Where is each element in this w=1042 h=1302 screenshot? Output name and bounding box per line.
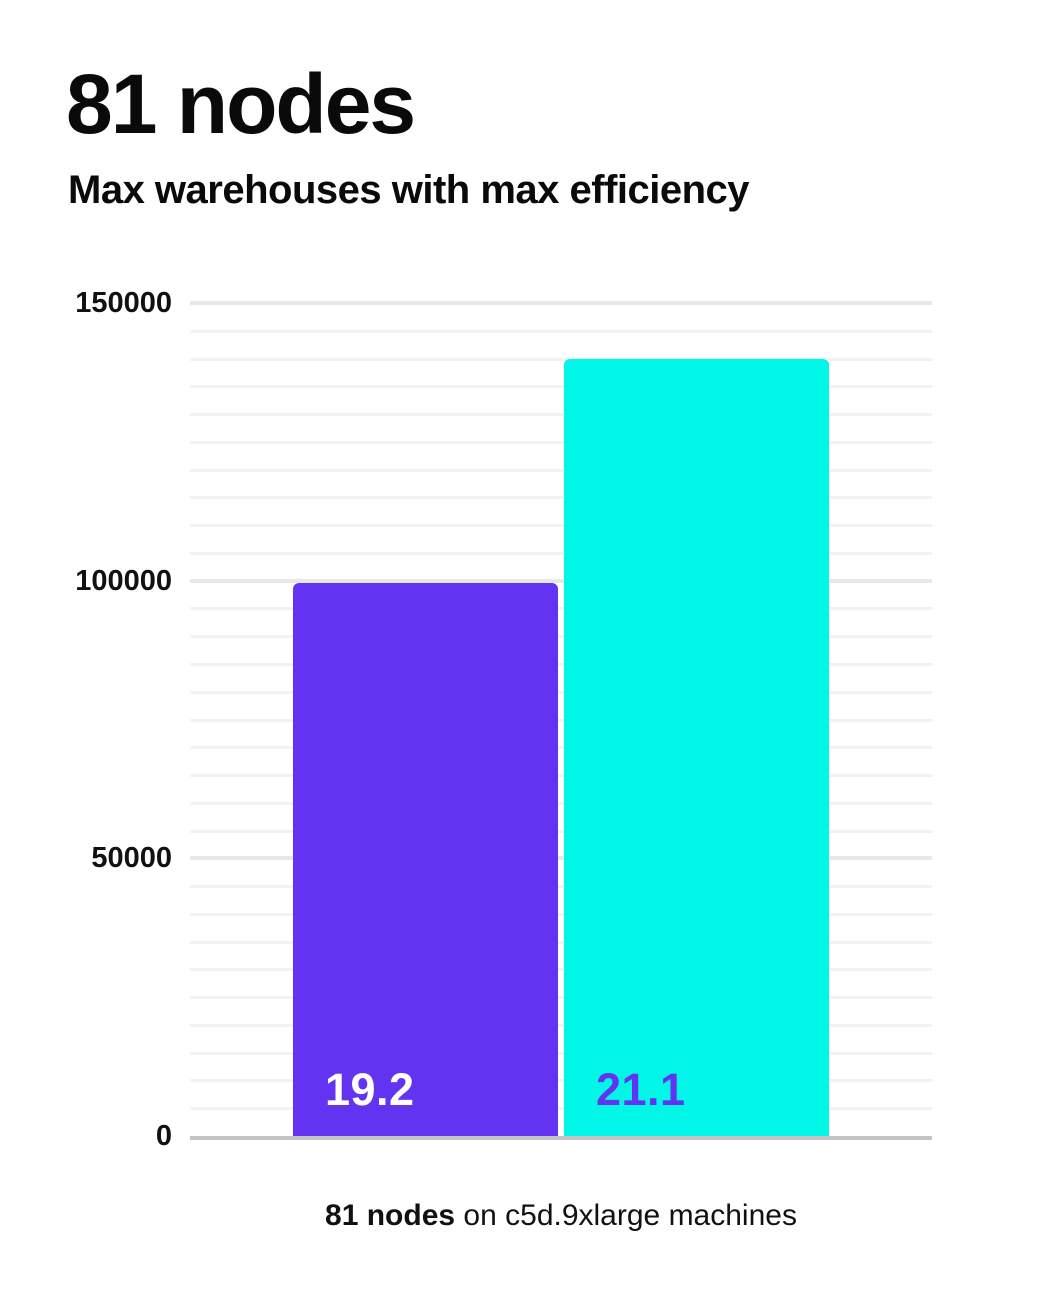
caption-text: on c5d.9xlarge machines <box>455 1199 797 1232</box>
page-subtitle: Max warehouses with max efficiency <box>68 168 750 212</box>
y-tick-label: 150000 <box>75 287 172 319</box>
plot-area: 19.2 21.1 <box>190 301 932 1136</box>
caption-highlight: 81 nodes <box>325 1199 456 1232</box>
y-tick-label: 50000 <box>91 842 172 875</box>
gridline-minor <box>190 329 932 333</box>
chart-card: 81 nodes Max warehouses with max efficie… <box>40 57 932 1234</box>
bar-value-label: 21.1 <box>596 1064 686 1115</box>
bar-1: 19.2 <box>293 583 558 1136</box>
y-tick-label: 100000 <box>75 564 172 597</box>
x-axis-line <box>190 1136 932 1140</box>
y-tick-label: 0 <box>155 1120 172 1152</box>
chart-caption: 81 nodes on c5d.9xlarge machines <box>190 1198 932 1234</box>
bar-value-label: 19.2 <box>325 1064 415 1115</box>
y-axis: 0 50000 100000 150000 <box>40 288 172 1151</box>
bar-2: 21.1 <box>564 359 829 1136</box>
gridline-major <box>190 301 932 305</box>
page-title: 81 nodes <box>66 57 416 151</box>
